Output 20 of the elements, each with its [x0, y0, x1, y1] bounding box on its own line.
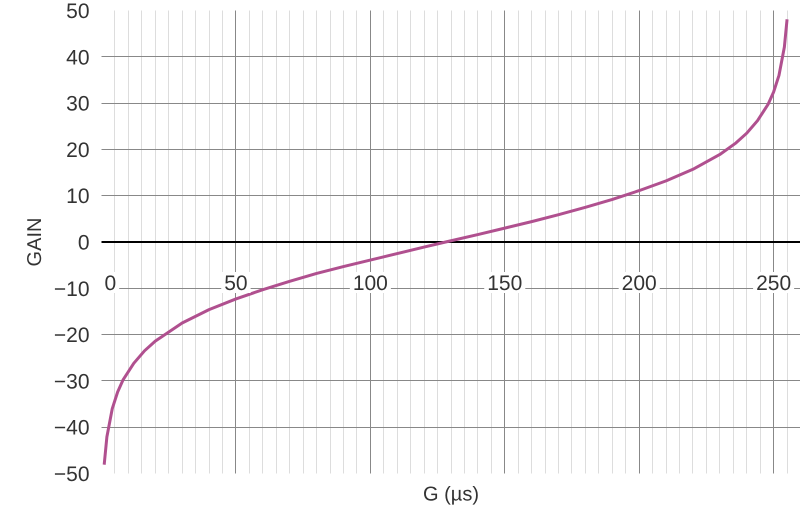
x-tick-label: 150 — [487, 272, 522, 295]
y-tick-label: −10 — [54, 278, 90, 301]
x-tick-label: 0 — [104, 272, 116, 295]
line-series — [102, 18, 789, 466]
x-axis-title: G (µs) — [423, 484, 479, 506]
x-tick-label: 100 — [352, 272, 388, 295]
y-tick-label: −20 — [54, 324, 90, 348]
x-tick-label: 250 — [756, 272, 792, 295]
y-tick-label: 10 — [66, 185, 90, 208]
x-tick-label: 50 — [224, 272, 248, 295]
y-tick-label: −40 — [54, 416, 90, 440]
y-tick-label: 50 — [66, 0, 90, 23]
y-axis-title: GAIN — [24, 218, 46, 266]
y-tick-label: 40 — [66, 46, 90, 70]
y-tick-label: 30 — [66, 92, 90, 116]
y-tick-label: 20 — [66, 138, 90, 162]
x-tick-label: 200 — [622, 272, 657, 295]
y-tick-label: −50 — [54, 463, 90, 486]
y-tick-label: 0 — [78, 232, 90, 254]
y-tick-label: −30 — [54, 370, 90, 394]
